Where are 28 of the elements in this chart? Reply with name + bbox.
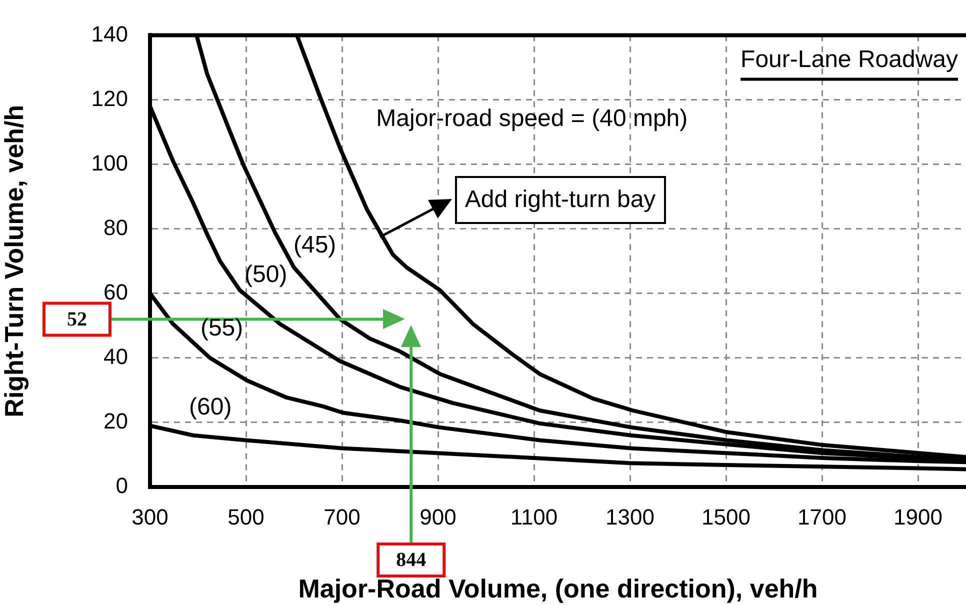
y-tick-label: 80 xyxy=(104,214,128,240)
annotation: (45) xyxy=(293,231,336,258)
x-tick-label: 1300 xyxy=(606,504,654,530)
x-tick-label: 500 xyxy=(228,504,264,530)
y-axis-title: Right-Turn Volume, veh/h xyxy=(0,104,29,418)
x-tick-label: 1900 xyxy=(894,504,942,530)
x-tick-label: 1100 xyxy=(510,504,558,530)
ref-line-label: 52 xyxy=(67,308,87,330)
annotation: (55) xyxy=(200,314,244,342)
ref-line-label: 844 xyxy=(396,549,426,572)
x-tick-label: 300 xyxy=(132,504,168,530)
text: Four-Lane Roadway xyxy=(740,46,958,74)
x-tick-label: 900 xyxy=(420,504,456,530)
y-tick-label: 100 xyxy=(91,150,128,176)
y-tick-label: 140 xyxy=(91,21,128,46)
annotation: Major-road speed = (40 mph) xyxy=(376,104,688,132)
y-tick-label: 40 xyxy=(104,344,128,369)
y-tick-label: 0 xyxy=(116,473,128,498)
annotation: Add right-turn bay xyxy=(454,176,666,224)
annotation: (60) xyxy=(189,394,232,421)
y-tick-label: 20 xyxy=(104,408,128,434)
x-tick-label: 700 xyxy=(324,504,360,530)
x-axis-title: Major-Road Volume, (one direction), veh/h xyxy=(298,574,818,604)
x-tick-label: 1700 xyxy=(798,504,846,530)
y-tick-label: 120 xyxy=(91,86,128,111)
x-tick-label: 1500 xyxy=(702,504,750,530)
y-tick-label: 60 xyxy=(104,279,128,304)
annotation: (50) xyxy=(244,261,288,288)
